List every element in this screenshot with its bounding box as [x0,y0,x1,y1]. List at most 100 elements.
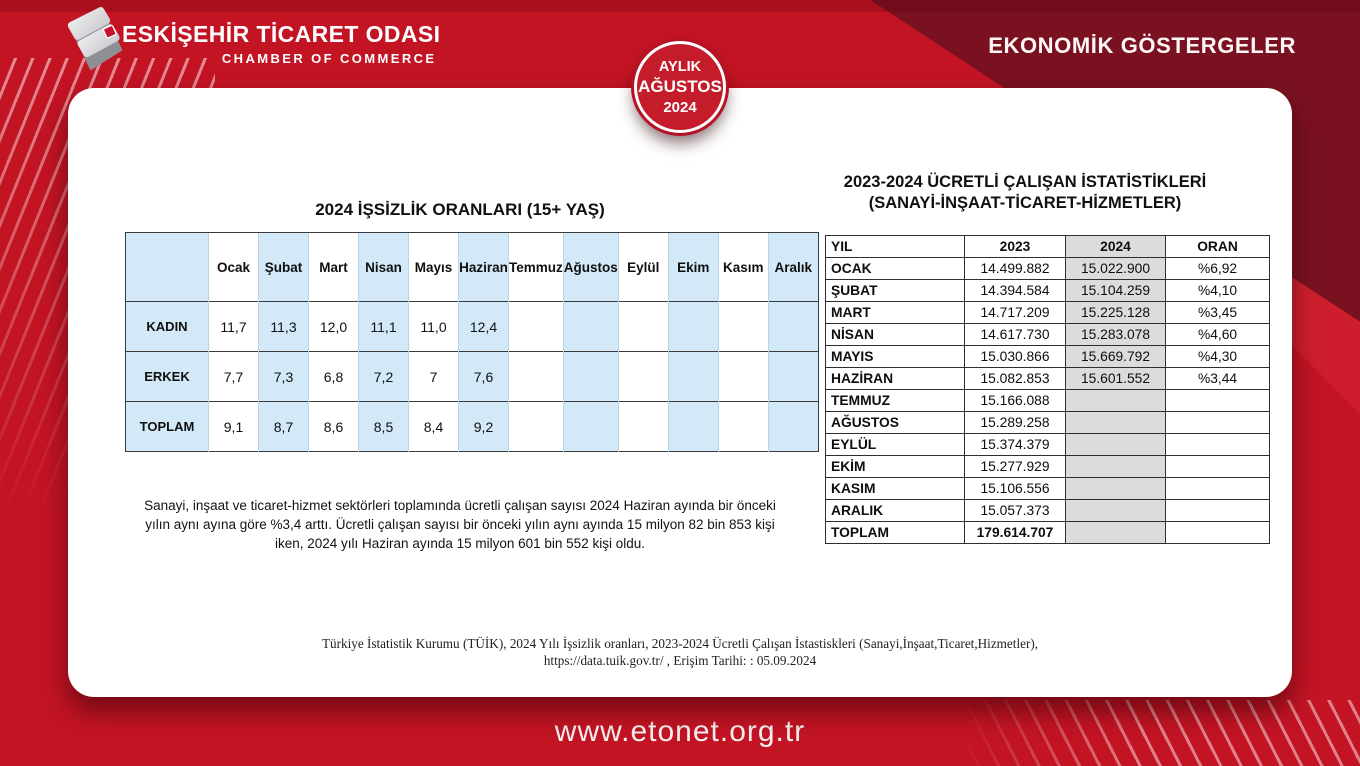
employees-value-cell [1065,411,1166,434]
unemployment-row: ERKEK 7,7 7,3 6,8 7,2 7 7,6 [125,351,819,402]
month-header-cell: Haziran [458,232,509,302]
employees-value-cell: 15.057.373 [964,499,1066,522]
month-header-cell: Temmuz [508,232,564,302]
rate-cell: 8,7 [258,401,309,452]
row-label-cell: TOPLAM [125,401,209,452]
employees-value-cell [1065,455,1166,478]
rate-cell [667,401,719,452]
employees-value-cell: 15.601.552 [1065,367,1166,390]
top-bar: ESKİŞEHİR TİCARET ODASI CHAMBER OF COMME… [0,0,1360,88]
rate-cell: 11,1 [358,301,409,352]
month-header-cell: Eylül [617,232,669,302]
rate-cell [717,301,769,352]
employees-header-row: YIL 2023 2024 ORAN [825,235,1270,258]
employees-value-cell: 179.614.707 [964,521,1066,544]
badge-line3: 2024 [663,98,697,116]
employees-row: TOPLAM 179.614.707 [825,521,1270,544]
background-top-shade [0,0,1360,12]
rate-cell: 8,5 [358,401,409,452]
employees-value-cell [1065,499,1166,522]
rate-cell [508,401,564,452]
month-header-cell: Mart [308,232,359,302]
rate-cell [617,301,669,352]
employees-value-cell [1165,499,1270,522]
employees-value-cell: 15.283.078 [1065,323,1166,346]
month-label-cell: TEMMUZ [825,389,965,412]
row-label-cell: KADIN [125,301,209,352]
employees-value-cell [1065,389,1166,412]
employees-row: KASIM 15.106.556 [825,477,1270,500]
employees-row: OCAK 14.499.882 15.022.900 %6,92 [825,257,1270,280]
month-header-cell: Kasım [717,232,769,302]
source-line2: https://data.tuik.gov.tr/ , Erişim Tarih… [543,653,817,668]
org-name: ESKİŞEHİR TİCARET ODASI [122,21,441,47]
website-url: www.etonet.org.tr [554,714,806,748]
rate-cell: 11,0 [408,301,459,352]
rate-cell [508,351,564,402]
org-title-block: ESKİŞEHİR TİCARET ODASI CHAMBER OF COMME… [122,21,440,66]
month-header-cell: Nisan [358,232,409,302]
employees-value-cell: 14.617.730 [964,323,1066,346]
employees-value-cell: %3,45 [1165,301,1270,324]
unemployment-table: Ocak Şubat Mart Nisan Mayıs Haziran Temmuz Ağus… [125,232,819,452]
rate-cell [767,301,819,352]
employees-row: NİSAN 14.617.730 15.283.078 %4,60 [825,323,1270,346]
employees-value-cell [1065,433,1166,456]
month-label-cell: MART [825,301,965,324]
row-label-cell: ERKEK [125,351,209,402]
month-label-cell: NİSAN [825,323,965,346]
rate-cell [562,351,619,402]
rate-cell [767,351,819,402]
employees-value-cell [1165,411,1270,434]
employees-value-cell: 15.225.128 [1065,301,1166,324]
unemployment-row: KADIN 11,7 11,3 12,0 11,1 11,0 12,4 [125,301,819,352]
employees-table-title: 2023-2024 ÜCRETLİ ÇALIŞAN İSTATİSTİKLERİ… [813,172,1237,214]
employees-value-cell [1065,521,1166,544]
note-paragraph: Sanayi, inşaat ve ticaret-hizmet sektörl… [144,498,776,551]
employees-value-cell: 14.499.882 [964,257,1066,280]
rate-cell: 8,4 [408,401,459,452]
rate-cell [667,351,719,402]
employees-value-cell: 15.289.258 [964,411,1066,434]
rate-cell [562,301,619,352]
employees-value-cell: %6,92 [1165,257,1270,280]
unemployment-row: TOPLAM 9,1 8,7 8,6 8,5 8,4 9,2 [125,401,819,452]
source-citation: Türkiye İstatistik Kurumu (TÜİK), 2024 Y… [68,635,1292,669]
rate-cell: 12,0 [308,301,359,352]
employees-header-cell: YIL [825,235,965,258]
badge-line1: AYLIK [658,58,702,75]
rate-cell [617,351,669,402]
employees-value-cell: %4,10 [1165,279,1270,302]
employees-value-cell: 14.394.584 [964,279,1066,302]
rate-cell: 7,2 [358,351,409,402]
rate-cell: 9,2 [458,401,509,452]
employees-header-cell: 2023 [964,235,1066,258]
employees-header-cell: ORAN [1165,235,1270,258]
employees-row: EYLÜL 15.374.379 [825,433,1270,456]
month-label-cell: ŞUBAT [825,279,965,302]
employees-title-line1: 2023-2024 ÜCRETLİ ÇALIŞAN İSTATİSTİKLERİ [843,173,1207,191]
employees-title-line2: (SANAYİ-İNŞAAT-TİCARET-HİZMETLER) [868,194,1182,212]
month-label-cell: ARALIK [825,499,965,522]
employees-value-cell: 15.166.088 [964,389,1066,412]
page-title: EKONOMİK GÖSTERGELER [988,33,1296,58]
rate-cell: 7 [408,351,459,402]
employees-table: YIL 2023 2024 ORAN OCAK 14.499.882 15.022.900%… [825,235,1270,544]
content-card: 2024 İŞSİZLİK ORANLARI (15+ YAŞ) Ocak Şub… [68,88,1292,697]
employees-row: TEMMUZ 15.166.088 [825,389,1270,412]
month-label-cell: MAYIS [825,345,965,368]
rate-cell [562,401,619,452]
employees-row: AĞUSTOS 15.289.258 [825,411,1270,434]
month-header-cell: Ekim [667,232,719,302]
rate-cell: 11,7 [208,301,259,352]
employees-header-cell: 2024 [1065,235,1166,258]
month-header-cell: Ocak [208,232,259,302]
month-header-cell: Mayıs [408,232,459,302]
rate-cell: 12,4 [458,301,509,352]
source-line1: Türkiye İstatistik Kurumu (TÜİK), 2024 Y… [321,636,1039,651]
rate-cell [508,301,564,352]
employees-value-cell [1165,477,1270,500]
employees-value-cell: 15.104.259 [1065,279,1166,302]
employees-value-cell: 15.030.866 [964,345,1066,368]
